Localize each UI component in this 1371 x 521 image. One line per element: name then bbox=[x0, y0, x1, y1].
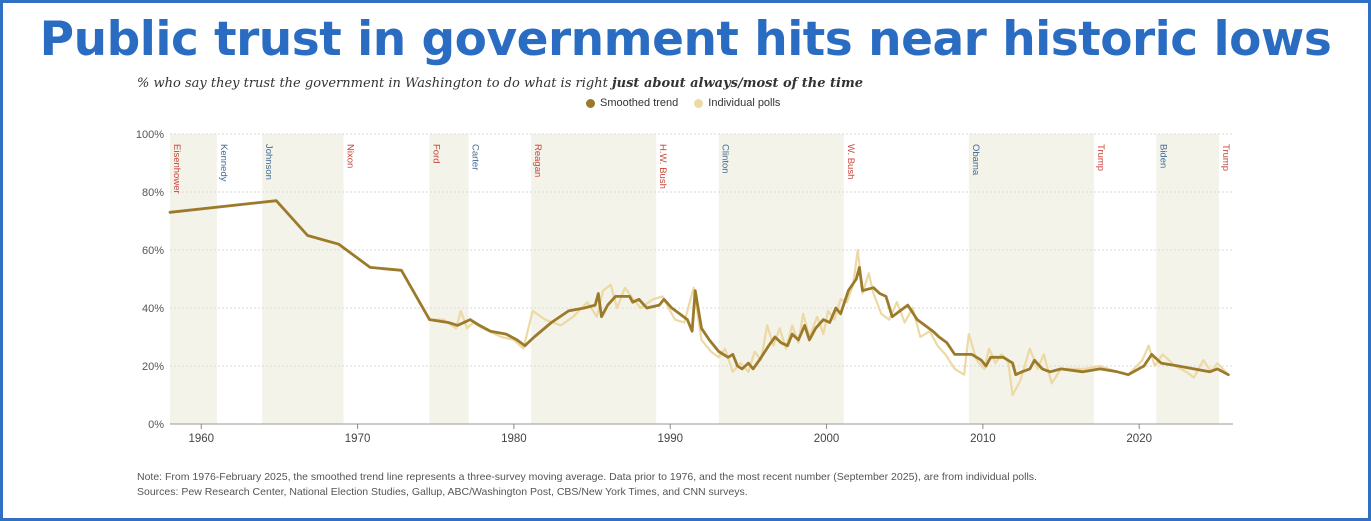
x-tick-label: 1960 bbox=[188, 433, 214, 445]
presidency-band bbox=[170, 134, 217, 424]
president-label: H.W. Bush bbox=[657, 144, 668, 189]
president-label: Eisenhower bbox=[171, 144, 182, 194]
president-label: Nixon bbox=[345, 144, 356, 168]
president-label: Trump bbox=[1220, 144, 1231, 171]
subtitle-text: % who say they trust the government in W… bbox=[137, 76, 612, 91]
chart-legend: Smoothed trend Individual polls bbox=[586, 97, 780, 109]
president-label: W. Bush bbox=[845, 144, 856, 179]
chart-sources: Sources: Pew Research Center, National E… bbox=[137, 486, 748, 498]
president-label: Obama bbox=[970, 144, 981, 176]
legend-swatch-smoothed bbox=[586, 98, 595, 108]
y-tick-label: 0% bbox=[148, 419, 164, 431]
chart-notes: Note: From 1976-February 2025, the smoot… bbox=[137, 470, 1037, 500]
x-tick-label: 2020 bbox=[1126, 433, 1152, 445]
y-tick-label: 100% bbox=[136, 129, 164, 141]
president-label: Trump bbox=[1095, 144, 1106, 171]
x-tick-label: 2010 bbox=[970, 433, 996, 445]
individual-polls-line bbox=[429, 248, 1230, 397]
presidency-band bbox=[718, 134, 844, 424]
x-tick-label: 2000 bbox=[814, 433, 840, 445]
president-label: Carter bbox=[470, 144, 481, 170]
x-tick-label: 1980 bbox=[501, 433, 527, 445]
president-label: Biden bbox=[1157, 144, 1168, 168]
legend-swatch-polls bbox=[694, 98, 704, 108]
president-label: Reagan bbox=[532, 144, 543, 177]
smoothed-trend-line bbox=[168, 199, 1230, 377]
y-tick-label: 40% bbox=[142, 303, 164, 315]
presidency-band bbox=[968, 134, 1094, 424]
legend-item-polls: Individual polls bbox=[694, 97, 780, 109]
presidency-band bbox=[531, 134, 657, 424]
president-label: Clinton bbox=[720, 144, 731, 174]
x-tick-label: 1990 bbox=[657, 433, 683, 445]
y-tick-label: 20% bbox=[142, 361, 164, 373]
presidency-band bbox=[262, 134, 344, 424]
president-label: Johnson bbox=[263, 144, 274, 180]
president-label: Ford bbox=[430, 144, 441, 164]
y-tick-label: 60% bbox=[142, 245, 164, 257]
x-tick-label: 1970 bbox=[345, 433, 371, 445]
chart-subtitle: % who say they trust the government in W… bbox=[137, 76, 863, 91]
legend-label-smoothed: Smoothed trend bbox=[600, 97, 679, 109]
y-tick-label: 80% bbox=[142, 187, 164, 199]
president-label: Kennedy bbox=[218, 144, 229, 182]
subtitle-emphasis: just about always/most of the time bbox=[611, 76, 864, 91]
chart-note: Note: From 1976-February 2025, the smoot… bbox=[137, 471, 1037, 483]
legend-item-smoothed: Smoothed trend bbox=[586, 97, 678, 109]
presidency-band bbox=[1156, 134, 1219, 424]
chart-title: Public trust in government hits near his… bbox=[39, 12, 1332, 67]
legend-label-polls: Individual polls bbox=[708, 97, 781, 109]
presidency-band bbox=[429, 134, 469, 424]
